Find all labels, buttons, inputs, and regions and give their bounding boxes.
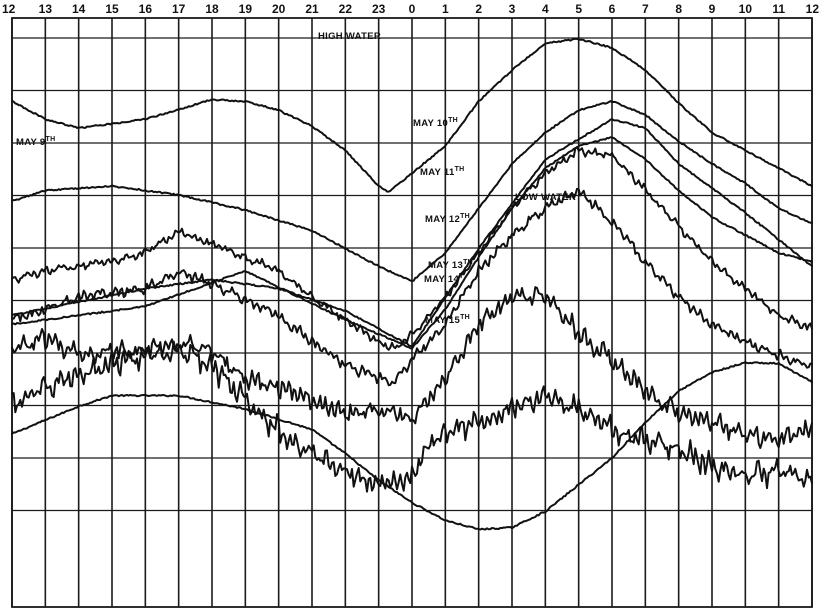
x-tick-label: 12	[806, 2, 820, 16]
chart-grid	[11, 17, 813, 608]
series-label-may-14: MAY 14T	[424, 273, 464, 285]
chart-frame	[11, 17, 813, 608]
series-label-may-13: MAY 13TH	[428, 259, 473, 271]
x-tick-label: 12	[2, 2, 16, 16]
series-label-may-15: MAY 15TH	[425, 314, 470, 326]
series-line	[11, 286, 813, 449]
x-tick-label: 21	[305, 2, 319, 16]
x-tick-label: 2	[475, 2, 482, 16]
x-tick-label: 1	[442, 2, 449, 16]
x-tick-label: 9	[709, 2, 716, 16]
x-tick-label: 23	[372, 2, 386, 16]
x-tick-label: 7	[642, 2, 649, 16]
x-tick-label: 11	[772, 2, 785, 16]
x-tick-label: 22	[339, 2, 353, 16]
x-axis-hour-labels: 12 13 14 15 16 17 18 19 20 21 22 23 0 1 2 3 4 5 6 7 8 9 10 11 12	[2, 2, 819, 16]
x-tick-label: 5	[575, 2, 582, 16]
x-tick-label: 18	[205, 2, 219, 16]
x-tick-label: 20	[272, 2, 286, 16]
high-water-label: HIGH WATER	[318, 31, 381, 42]
series-label-may-9: MAY 9TH	[16, 136, 55, 148]
series-line	[11, 361, 813, 531]
series-line	[11, 136, 813, 350]
x-tick-label: 19	[239, 2, 253, 16]
x-tick-label: 3	[509, 2, 516, 16]
series-label-may-12: MAY 12TH	[425, 213, 470, 225]
series-line	[11, 37, 813, 193]
x-tick-label: 17	[172, 2, 186, 16]
series-line	[11, 100, 813, 282]
series-label-may-10: MAY 10TH	[413, 117, 458, 129]
series-line	[11, 118, 813, 348]
series-line	[11, 146, 813, 351]
chart-traces	[11, 37, 813, 531]
chart-annotations: HIGH WATER LOW WATER MAY 9TH MAY 10TH MA…	[16, 31, 576, 326]
x-tick-label: 4	[542, 2, 549, 16]
series-label-may-11: MAY 11TH	[420, 166, 465, 178]
x-tick-label: 6	[609, 2, 616, 16]
x-tick-label: 10	[739, 2, 753, 16]
x-tick-label: 16	[139, 2, 153, 16]
x-tick-label: 14	[72, 2, 86, 16]
low-water-label: LOW WATER	[515, 192, 576, 203]
x-tick-label: 13	[39, 2, 53, 16]
x-tick-label: 15	[105, 2, 119, 16]
x-tick-label: 8	[675, 2, 682, 16]
x-tick-label: 0	[409, 2, 416, 16]
